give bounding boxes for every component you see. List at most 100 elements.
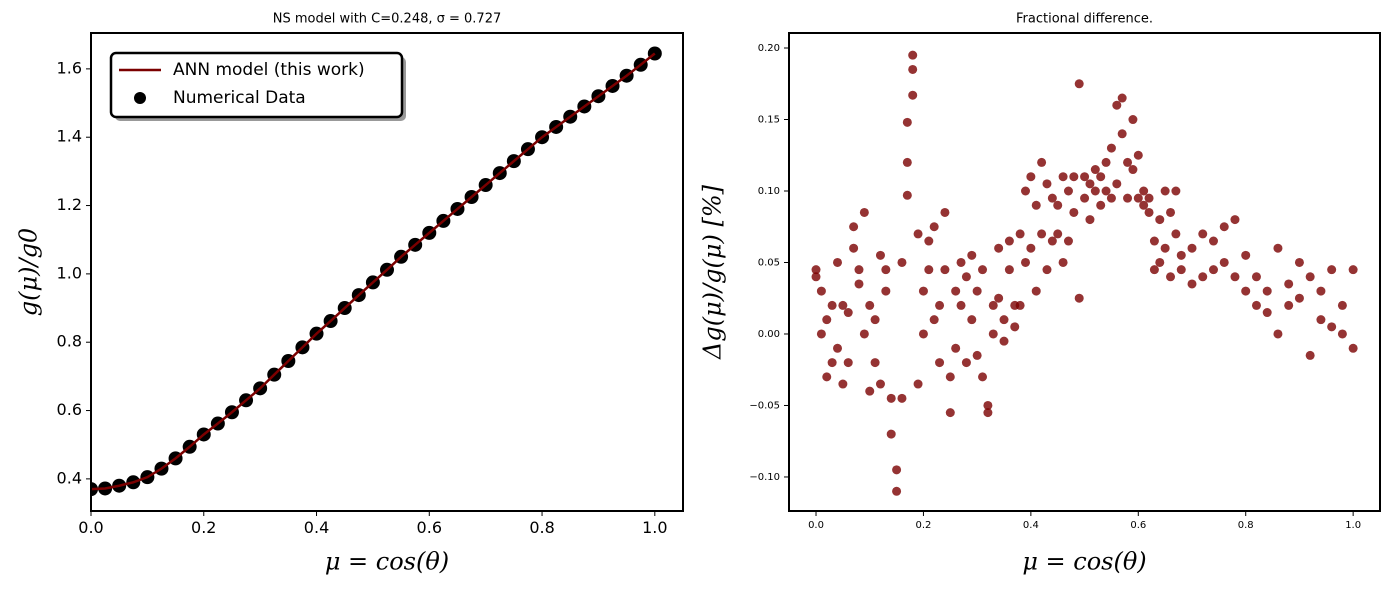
- data-point: [1337, 300, 1347, 310]
- data-point: [1155, 215, 1165, 225]
- data-point: [849, 243, 859, 253]
- axes-frame: [788, 32, 1381, 512]
- data-point: [838, 300, 848, 310]
- data-point: [822, 315, 832, 325]
- data-point: [897, 257, 907, 267]
- data-point: [924, 265, 934, 275]
- data-point: [913, 229, 923, 239]
- data-point: [983, 408, 993, 418]
- data-point: [1337, 329, 1347, 339]
- legend-label: Numerical Data: [173, 88, 306, 108]
- data-point: [1047, 236, 1057, 246]
- data-point: [865, 300, 875, 310]
- data-point: [967, 315, 977, 325]
- data-point: [1037, 229, 1047, 239]
- data-point: [988, 329, 998, 339]
- data-point: [1294, 257, 1304, 267]
- data-point: [1305, 272, 1315, 282]
- data-point: [1128, 115, 1138, 125]
- y-tick-label: 0.00: [758, 329, 780, 340]
- data-point: [870, 358, 880, 368]
- data-point: [1020, 186, 1030, 196]
- y-tick-label: 0.15: [758, 115, 780, 126]
- data-point: [1010, 322, 1020, 332]
- data-point: [940, 265, 950, 275]
- data-point: [1187, 279, 1197, 289]
- data-point: [1251, 272, 1261, 282]
- chart-title: NS model with C=0.248, σ = 0.727: [273, 12, 502, 27]
- data-point: [1063, 236, 1073, 246]
- data-point: [875, 250, 885, 260]
- data-point: [1149, 265, 1159, 275]
- chart-title: Fractional difference.: [1016, 12, 1153, 27]
- data-point: [908, 90, 918, 100]
- data-point: [1327, 265, 1337, 275]
- data-point: [897, 393, 907, 403]
- data-point: [961, 358, 971, 368]
- y-tick-label: 1.4: [57, 127, 82, 146]
- data-point: [902, 190, 912, 200]
- data-point: [1273, 243, 1283, 253]
- data-point: [1080, 172, 1090, 182]
- y-tick-label: 0.10: [758, 186, 780, 197]
- data-point: [1348, 343, 1358, 353]
- data-point: [892, 465, 902, 475]
- data-point: [811, 265, 821, 275]
- data-point: [1074, 293, 1084, 303]
- data-point: [1230, 215, 1240, 225]
- data-point: [1074, 79, 1084, 89]
- x-tick-label: 0.8: [529, 518, 554, 537]
- data-point: [881, 265, 891, 275]
- x-tick-label: 0.2: [191, 518, 216, 537]
- x-tick-label: 0.6: [417, 518, 442, 537]
- data-point: [1149, 236, 1159, 246]
- data-point: [1015, 300, 1025, 310]
- data-point: [978, 372, 988, 382]
- data-point: [1106, 143, 1116, 153]
- x-tick-label: 0.4: [304, 518, 329, 537]
- data-point: [1139, 186, 1149, 196]
- data-point: [1305, 350, 1315, 360]
- data-point: [1053, 200, 1063, 210]
- data-point: [1117, 129, 1127, 139]
- data-point: [1133, 193, 1143, 203]
- data-point: [1026, 243, 1036, 253]
- data-point: [1133, 150, 1143, 160]
- data-point: [1198, 229, 1208, 239]
- data-point: [1106, 193, 1116, 203]
- data-point: [967, 250, 977, 260]
- data-point: [1176, 265, 1186, 275]
- line-series: [91, 52, 656, 491]
- data-point: [1123, 157, 1133, 167]
- x-axis-label: μ = cos(θ): [1022, 548, 1146, 576]
- data-point: [1262, 286, 1272, 296]
- data-point: [1085, 179, 1095, 189]
- data-point: [1198, 272, 1208, 282]
- data-point: [1160, 243, 1170, 253]
- data-point: [999, 336, 1009, 346]
- data-point: [983, 400, 993, 410]
- data-point: [1058, 257, 1068, 267]
- data-point: [1112, 179, 1122, 189]
- data-point: [1069, 207, 1079, 217]
- y-tick-label: 0.8: [57, 332, 82, 351]
- data-point: [1090, 186, 1100, 196]
- data-point: [1208, 265, 1218, 275]
- data-point: [1058, 172, 1068, 182]
- y-tick-label: 0.05: [758, 257, 780, 268]
- data-point: [1219, 222, 1229, 232]
- data-point: [1069, 172, 1079, 182]
- data-point: [1063, 186, 1073, 196]
- data-point: [935, 300, 945, 310]
- data-point: [811, 272, 821, 282]
- data-point: [827, 358, 837, 368]
- x-tick-label: 1.0: [1345, 520, 1361, 531]
- data-point: [1284, 300, 1294, 310]
- legend: [109, 51, 404, 119]
- data-point: [892, 486, 902, 496]
- y-tick-label: 0.4: [57, 468, 82, 487]
- x-axis-label: μ = cos(θ): [325, 548, 449, 576]
- data-point: [822, 372, 832, 382]
- data-point: [1080, 193, 1090, 203]
- data-point: [935, 358, 945, 368]
